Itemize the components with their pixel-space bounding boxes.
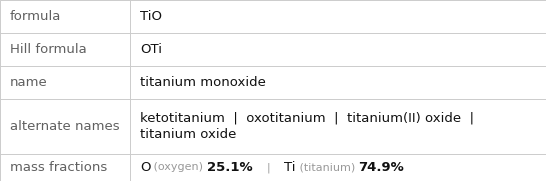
Text: 74.9%: 74.9% [359,161,404,174]
Text: O: O [140,161,151,174]
Text: (oxygen): (oxygen) [151,163,207,172]
Text: titanium oxide: titanium oxide [140,128,236,141]
Text: formula: formula [10,10,61,23]
Text: mass fractions: mass fractions [10,161,107,174]
Text: ketotitanium  |  oxotitanium  |  titanium(II) oxide  |: ketotitanium | oxotitanium | titanium(II… [140,112,474,125]
Text: alternate names: alternate names [10,120,120,133]
Text: name: name [10,76,48,89]
Text: titanium monoxide: titanium monoxide [140,76,266,89]
Text: Hill formula: Hill formula [10,43,87,56]
Text: |: | [253,162,284,173]
Text: OTi: OTi [140,43,162,56]
Text: Ti: Ti [284,161,296,174]
Text: TiO: TiO [140,10,162,23]
Text: 25.1%: 25.1% [207,161,253,174]
Text: (titanium): (titanium) [296,163,359,172]
